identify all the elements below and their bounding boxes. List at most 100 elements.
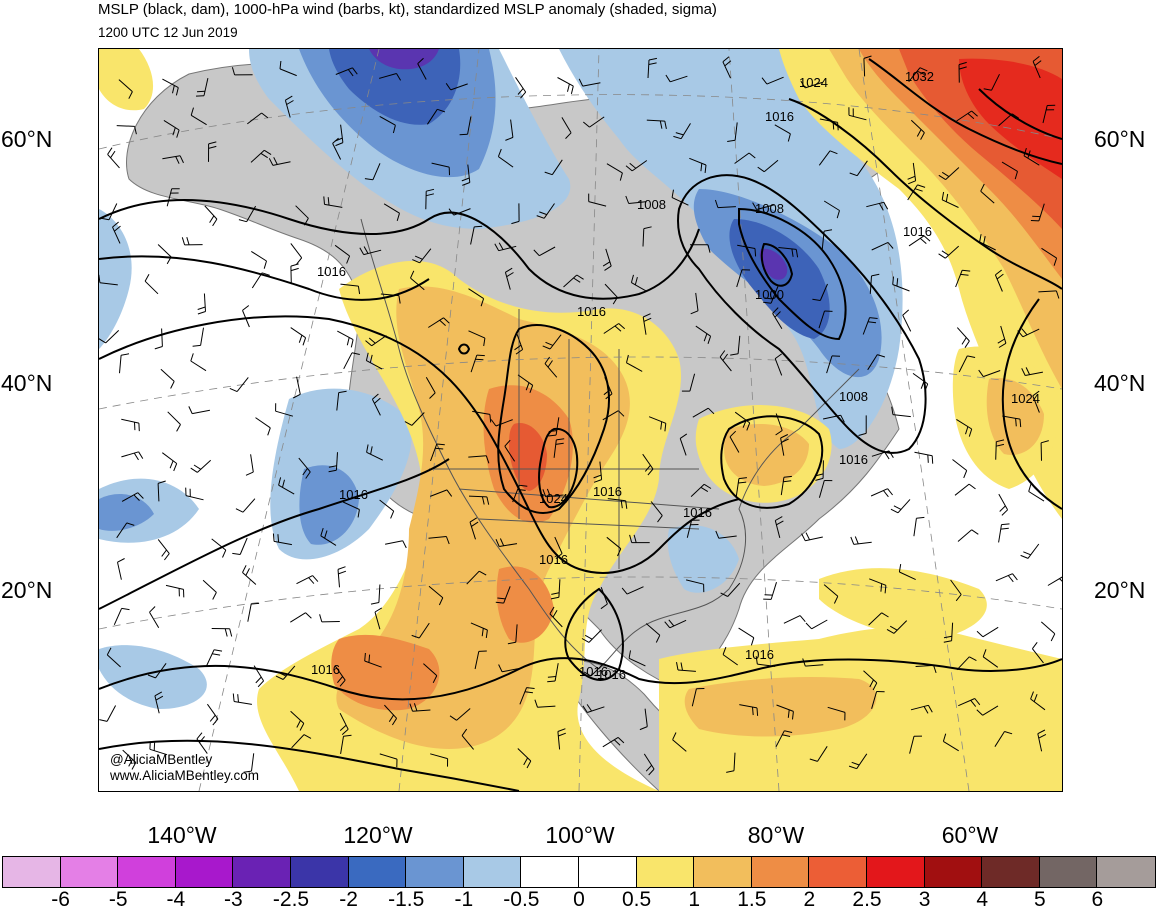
wind-barb-flag xyxy=(1020,554,1029,559)
wind-barb xyxy=(544,363,558,378)
colorbar-swatch xyxy=(751,857,810,887)
wind-barb-flag xyxy=(365,340,372,347)
wind-barb xyxy=(588,201,607,207)
wind-barb-flag xyxy=(603,389,611,396)
wind-barb-flag xyxy=(173,463,178,472)
wind-barb xyxy=(870,488,888,497)
wind-barb-flag xyxy=(850,536,855,545)
wind-barb xyxy=(468,495,487,498)
wind-barb-flag xyxy=(742,420,747,428)
wind-barb xyxy=(456,708,471,721)
wind-barb-flag xyxy=(567,83,570,92)
wind-barb xyxy=(826,355,833,374)
wind-barb xyxy=(417,63,427,80)
wind-barb xyxy=(410,277,425,291)
wind-barb xyxy=(428,317,444,328)
wind-barb-flag xyxy=(618,323,626,330)
isobar-label: 1016 xyxy=(683,505,712,520)
wind-barb xyxy=(419,248,432,264)
wind-barb-flag xyxy=(365,352,369,361)
wind-barb-flag xyxy=(965,426,969,435)
wind-barb xyxy=(504,272,511,290)
wind-barb xyxy=(871,241,889,251)
wind-barb xyxy=(907,184,918,201)
wind-barb xyxy=(910,704,929,711)
wind-barb xyxy=(558,579,561,598)
wind-barb xyxy=(739,704,758,709)
wind-barb-flag xyxy=(495,538,500,547)
wind-barb xyxy=(982,705,999,716)
wind-barb-flag xyxy=(969,656,977,662)
wind-barb-flag xyxy=(583,671,592,677)
wind-barb xyxy=(423,663,438,676)
wind-barb-flag xyxy=(1030,691,1034,700)
wind-barb-flag xyxy=(133,452,139,461)
credit-website: www.AliciaMBentley.com xyxy=(110,768,260,783)
wind-barb-flag xyxy=(212,718,219,726)
wind-barb-flag xyxy=(99,274,101,283)
wind-barb-flag xyxy=(679,433,688,439)
wind-barb-flag xyxy=(780,434,789,439)
wind-barb-flag xyxy=(748,152,756,159)
wind-barb xyxy=(106,654,121,668)
colorbar-swatch xyxy=(578,857,637,887)
wind-barb-flag xyxy=(722,353,729,361)
wind-barb-flag xyxy=(996,439,1005,443)
wind-barb-flag xyxy=(630,274,634,283)
wind-barb xyxy=(757,663,776,667)
wind-barb-flag xyxy=(700,163,703,172)
wind-barb-flag xyxy=(179,155,184,164)
wind-barb xyxy=(554,536,563,554)
wind-barb-flag xyxy=(576,274,584,280)
wind-barb xyxy=(602,410,619,421)
wind-barb-flag xyxy=(327,197,330,206)
wind-barb-flag xyxy=(764,297,773,300)
wind-barb xyxy=(717,206,736,209)
wind-barb xyxy=(1002,415,1021,420)
wind-barb-flag xyxy=(404,421,413,426)
wind-barb xyxy=(680,123,691,139)
wind-barb-flag xyxy=(914,188,923,192)
wind-barb-flag xyxy=(232,552,241,555)
wind-barb xyxy=(642,453,654,470)
wind-barb-flag xyxy=(272,533,275,542)
wind-barb-flag xyxy=(1032,390,1040,397)
wind-barb xyxy=(994,274,1003,292)
wind-barb-flag xyxy=(277,534,280,543)
wind-barb xyxy=(206,649,215,667)
wind-barb xyxy=(853,541,872,545)
wind-barb xyxy=(99,282,118,286)
wind-barb xyxy=(645,623,661,636)
wind-barb-flag xyxy=(539,211,547,216)
wind-barbs xyxy=(99,55,1062,776)
wind-barb xyxy=(371,399,381,416)
wind-barb xyxy=(549,334,562,350)
wind-barb xyxy=(543,203,555,219)
wind-barb xyxy=(246,112,262,125)
wind-barb-flag xyxy=(958,61,967,66)
wind-barb-flag xyxy=(338,570,347,575)
wind-barb xyxy=(848,114,867,121)
wind-barb-flag xyxy=(1019,419,1022,428)
wind-barb-flag xyxy=(761,77,768,85)
wind-barb-flag xyxy=(147,674,156,679)
wind-barb xyxy=(204,205,218,220)
wind-barb xyxy=(517,374,533,386)
wind-barb-flag xyxy=(886,628,895,634)
wind-barb xyxy=(430,443,438,462)
wind-barb xyxy=(956,418,972,430)
wind-barb-flag xyxy=(979,234,982,243)
wind-barb xyxy=(819,283,828,301)
wind-barb-flag xyxy=(350,339,354,348)
wind-barb-flag xyxy=(920,132,925,140)
wind-barb xyxy=(689,157,707,166)
wind-barb-flag xyxy=(368,337,376,344)
wind-barb xyxy=(727,582,741,597)
wind-barb xyxy=(774,124,791,135)
wind-barb-flag xyxy=(809,758,818,762)
wind-barb xyxy=(958,355,968,373)
wind-barb xyxy=(274,540,292,546)
wind-barb-flag xyxy=(208,141,217,145)
isobar-label: 1000 xyxy=(755,287,784,302)
wind-barb-flag xyxy=(229,387,238,393)
